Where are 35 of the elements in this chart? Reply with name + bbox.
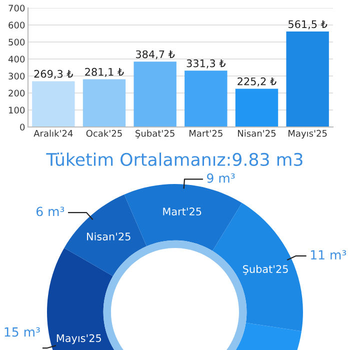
x-tick-label: Nisan'25 [238, 130, 276, 137]
y-tick-label: 500 [8, 38, 25, 46]
slice-label: Şubat'25 [243, 264, 288, 275]
x-tick-label: Aralık'24 [34, 130, 73, 137]
bar [286, 32, 329, 127]
bar [134, 62, 176, 127]
data-label: 11 m³ [311, 250, 346, 260]
data-label: 281,1 ₺ [85, 68, 124, 77]
bar [184, 70, 228, 127]
y-tick-label: 100 [8, 106, 25, 114]
x-tick-label: Şubat'25 [136, 130, 174, 138]
data-label: 15 m³ [4, 327, 40, 337]
bar [235, 88, 278, 127]
data-label: 6 m³ [36, 206, 64, 216]
slice-label: Nisan'25 [87, 232, 130, 240]
y-tick-label: 300 [8, 72, 25, 80]
x-tick-label: Mayıs'25 [288, 130, 327, 139]
data-label: 9 m³ [207, 173, 235, 183]
data-label: 561,5 ₺ [288, 20, 328, 30]
y-tick-label: 0 [20, 124, 25, 131]
y-tick-label: 200 [8, 90, 25, 97]
slice-label: Mart'25 [163, 208, 202, 216]
chart-title: Tüketim Ortalamanız:9.83 m3 [46, 152, 302, 166]
y-tick-label: 700 [8, 4, 25, 12]
data-label: 269,3 ₺ [34, 70, 74, 79]
slice-label: Mayıs'25 [56, 334, 101, 344]
bar [32, 81, 75, 127]
y-tick-label: 600 [8, 22, 25, 29]
y-tick-label: 400 [8, 56, 25, 63]
data-label: 225,2 ₺ [238, 77, 276, 86]
x-tick-label: Mart'25 [190, 130, 222, 137]
data-label: 331,3 ₺ [186, 59, 226, 68]
x-tick-label: Ocak'25 [86, 130, 122, 137]
data-label: 384,7 ₺ [136, 50, 175, 60]
bar [82, 79, 126, 127]
